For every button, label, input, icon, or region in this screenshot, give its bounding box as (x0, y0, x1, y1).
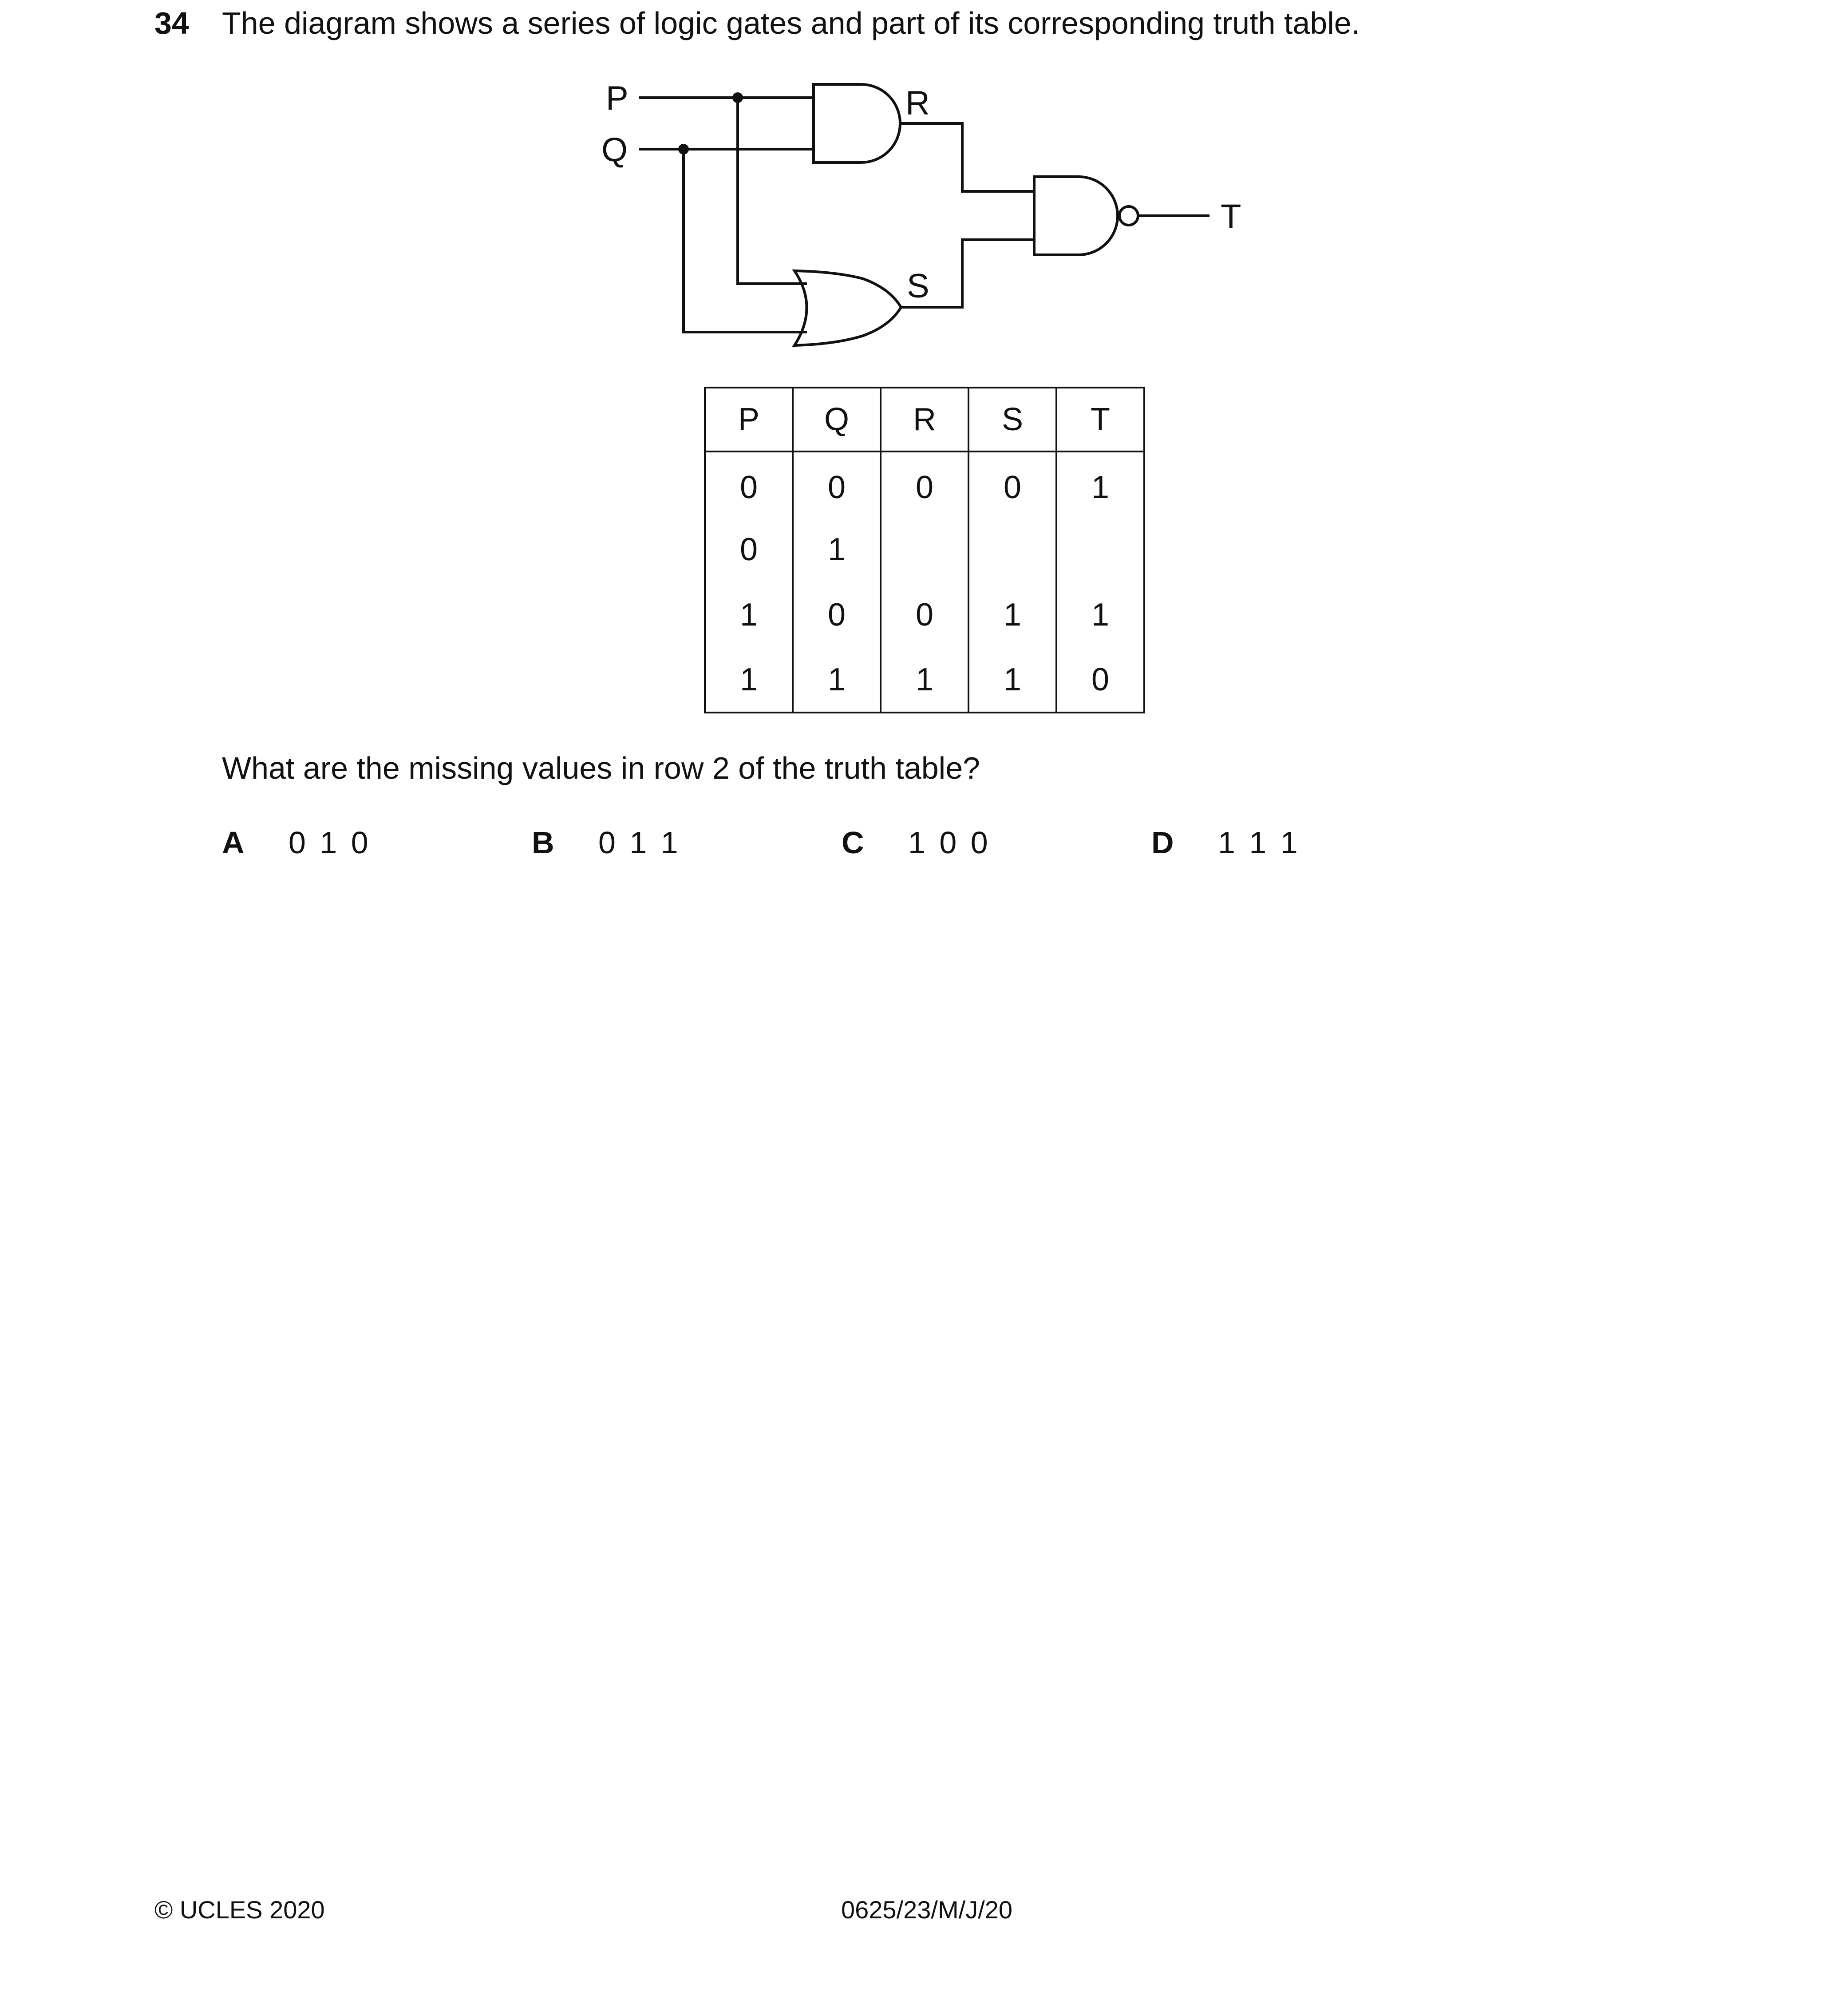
label-p: P (606, 79, 628, 117)
table-cell: 1 (1055, 452, 1145, 517)
header-r: R (880, 387, 969, 452)
truth-table-header-row: P Q R S T (704, 387, 1145, 452)
option-answer: 1 0 0 (908, 825, 991, 860)
nand-gate (1033, 175, 1119, 256)
junction-q (678, 144, 689, 154)
table-cell: 1 (792, 647, 881, 713)
option-answer: 0 1 0 (289, 825, 371, 860)
header-s: S (968, 387, 1057, 452)
table-cell: 0 (968, 452, 1057, 517)
table-cell: 0 (880, 582, 969, 647)
table-cell: 0 (880, 452, 969, 517)
table-cell: 1 (1055, 582, 1145, 647)
question-text: The diagram shows a series of logic gate… (222, 6, 1360, 40)
table-cell (1055, 517, 1145, 582)
table-row: 0 1 (704, 517, 1145, 582)
table-cell (968, 517, 1057, 582)
and-gate (812, 83, 901, 164)
option-d[interactable]: D 1 1 1 (1151, 820, 1300, 865)
table-cell: 1 (968, 647, 1057, 713)
table-cell: 1 (792, 517, 881, 582)
header-t: T (1055, 387, 1145, 452)
header-p: P (704, 387, 794, 452)
footer-paper-code: 0625/23/M/J/20 (841, 1896, 1013, 1924)
table-row: 1 0 0 1 1 (704, 582, 1145, 647)
option-letter: B (532, 825, 554, 860)
wire-s (901, 238, 1034, 309)
option-b[interactable]: B 0 1 1 (532, 820, 681, 865)
truth-table: P Q R S T 0 0 0 0 1 0 1 1 0 0 1 1 (704, 387, 1145, 713)
label-s: S (907, 267, 929, 305)
table-cell: 0 (1055, 647, 1145, 713)
label-q: Q (601, 131, 628, 169)
logic-gate-diagram: P Q R S T (601, 79, 1241, 347)
table-row: 1 1 1 1 0 (704, 647, 1145, 713)
option-answer: 1 1 1 (1218, 825, 1300, 860)
table-cell: 1 (704, 647, 794, 713)
nand-bubble (1118, 205, 1139, 226)
option-a[interactable]: A 0 1 0 (222, 820, 371, 865)
wire-r (900, 122, 1034, 193)
junction-p (732, 92, 743, 103)
footer-copyright: © UCLES 2020 (154, 1896, 325, 1924)
wire-p-branch (736, 98, 807, 285)
table-cell: 0 (704, 517, 794, 582)
table-cell: 0 (792, 452, 881, 517)
option-c[interactable]: C 1 0 0 (842, 820, 991, 865)
option-letter: D (1151, 825, 1174, 860)
table-row: 0 0 0 0 1 (704, 452, 1145, 517)
table-cell: 1 (968, 582, 1057, 647)
table-cell: 0 (704, 452, 794, 517)
table-cell (880, 517, 969, 582)
or-gate (792, 269, 903, 347)
table-cell: 1 (880, 647, 969, 713)
label-t: T (1221, 198, 1241, 235)
table-cell: 1 (704, 582, 794, 647)
option-answer: 0 1 1 (598, 825, 681, 860)
table-cell: 0 (792, 582, 881, 647)
question-prompt: What are the missing values in row 2 of … (222, 751, 980, 785)
wire-q-branch (682, 149, 807, 333)
option-letter: A (222, 825, 245, 860)
question-number: 34 (154, 6, 189, 40)
option-letter: C (842, 825, 864, 860)
label-r: R (905, 84, 930, 122)
header-q: Q (792, 387, 881, 452)
